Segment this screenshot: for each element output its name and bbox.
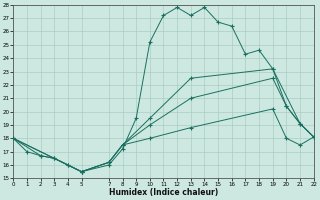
X-axis label: Humidex (Indice chaleur): Humidex (Indice chaleur) (109, 188, 218, 197)
